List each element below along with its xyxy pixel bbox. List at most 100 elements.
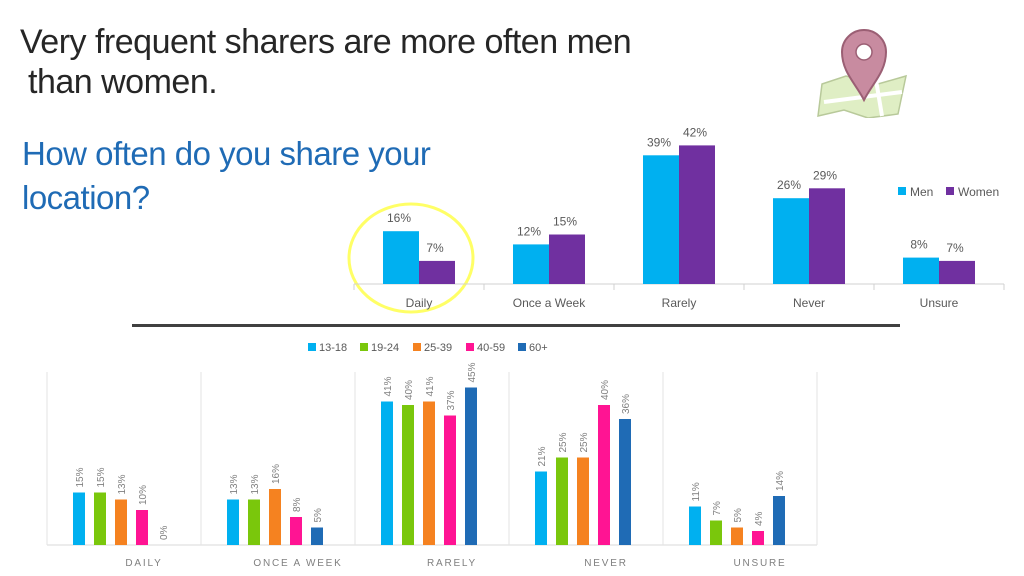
data-label-women-unsure: 7% [946,241,964,255]
page-title: Very frequent sharers are more often men… [20,22,632,102]
chart-subtitle: How often do you share your location? [22,132,431,220]
legend-label-women: Women [958,185,999,199]
legend-swatch-60 [518,343,526,351]
category-label-never: Never [793,296,825,310]
bar-men-unsure [903,257,939,284]
bar-13-18-once-a-week [227,499,239,545]
data-label-60-daily: 0% [159,525,170,540]
data-label-13-18-never: 21% [537,446,548,466]
bar-men-once-a-week [513,244,549,284]
bar-19-24-daily [94,492,106,545]
data-label-13-18-rarely: 41% [383,376,394,396]
bar-13-18-daily [73,492,85,545]
bar-25-39-daily [115,499,127,545]
bar-40-59-once-a-week [290,517,302,545]
legend-label-25-39: 25-39 [424,342,452,354]
data-label-13-18-once-a-week: 13% [229,474,240,494]
bar-25-39-unsure [731,527,743,545]
data-label-25-39-daily: 13% [117,474,128,494]
bar-60-once-a-week [311,527,323,545]
data-label-men-once-a-week: 12% [517,224,541,238]
bar-women-daily [419,260,455,284]
subtitle-line-1: How often do you share your [22,135,431,172]
category-label-never: NEVER [584,558,627,569]
section-divider [132,324,900,327]
bar-60-rarely [465,387,477,545]
data-label-19-24-daily: 15% [96,467,107,487]
category-label-once-a-week: Once a Week [513,296,586,310]
legend-swatch-25-39 [413,343,421,351]
bar-13-18-never [535,471,547,545]
data-label-60-rarely: 45% [467,362,478,382]
legend-label-40-59: 40-59 [477,342,505,354]
data-label-25-39-once-a-week: 16% [271,464,282,484]
legend-label-60: 60+ [529,342,548,354]
bar-25-39-never [577,457,589,545]
category-label-daily: Daily [406,296,433,310]
data-label-men-daily: 16% [387,211,411,225]
bar-19-24-never [556,457,568,545]
data-label-19-24-rarely: 40% [404,380,415,400]
category-label-rarely: RARELY [427,558,477,569]
legend-swatch-men [898,187,906,195]
data-label-13-18-unsure: 11% [691,482,702,501]
data-label-women-rarely: 42% [683,125,707,139]
bar-40-59-daily [136,510,148,545]
category-label-unsure: Unsure [920,296,959,310]
data-label-60-never: 36% [621,394,632,414]
bar-13-18-unsure [689,506,701,545]
bar-19-24-once-a-week [248,499,260,545]
legend-label-men: Men [910,185,933,199]
data-label-13-18-daily: 15% [75,467,86,487]
data-label-25-39-unsure: 5% [733,508,744,523]
bar-40-59-unsure [752,531,764,545]
data-label-25-39-never: 25% [579,432,590,452]
category-label-unsure: UNSURE [733,558,786,569]
data-label-40-59-unsure: 4% [754,511,765,526]
data-label-60-once-a-week: 5% [313,508,324,523]
bar-60-unsure [773,496,785,545]
bar-25-39-rarely [423,401,435,545]
bar-women-rarely [679,145,715,284]
legend-label-19-24: 19-24 [371,342,399,354]
data-label-25-39-rarely: 41% [425,376,436,396]
data-label-men-never: 26% [777,178,801,192]
highlight-circle [347,202,475,314]
legend-label-13-18: 13-18 [319,342,347,354]
legend-swatch-women [946,187,954,195]
data-label-men-unsure: 8% [910,238,928,252]
category-label-daily: DAILY [125,558,162,569]
subtitle-line-2: location? [22,179,150,216]
data-label-women-daily: 7% [426,241,444,255]
bar-men-daily [383,231,419,284]
bar-40-59-never [598,405,610,545]
bar-19-24-unsure [710,520,722,545]
data-label-men-rarely: 39% [647,135,671,149]
legend-swatch-40-59 [466,343,474,351]
data-label-women-once-a-week: 15% [553,215,577,229]
data-label-19-24-never: 25% [558,432,569,452]
data-label-40-59-daily: 10% [138,485,149,505]
data-label-40-59-once-a-week: 8% [292,497,303,512]
data-label-19-24-once-a-week: 13% [250,474,261,494]
bar-60-never [619,419,631,545]
bar-women-unsure [939,260,975,284]
title-line-1: Very frequent sharers are more often men [20,23,632,61]
legend-swatch-13-18 [308,343,316,351]
bar-women-once-a-week [549,234,585,284]
data-label-40-59-rarely: 37% [446,390,457,410]
bar-13-18-rarely [381,401,393,545]
legend-swatch-19-24 [360,343,368,351]
data-label-19-24-unsure: 7% [712,501,723,516]
category-label-once-a-week: ONCE A WEEK [253,558,342,569]
bar-25-39-once-a-week [269,489,281,545]
data-label-women-never: 29% [813,168,837,182]
data-label-40-59-never: 40% [600,380,611,400]
category-label-rarely: Rarely [662,296,697,310]
title-line-2: than women. [28,63,218,101]
bar-19-24-rarely [402,405,414,545]
data-label-60-unsure: 14% [775,471,786,491]
bar-40-59-rarely [444,415,456,545]
